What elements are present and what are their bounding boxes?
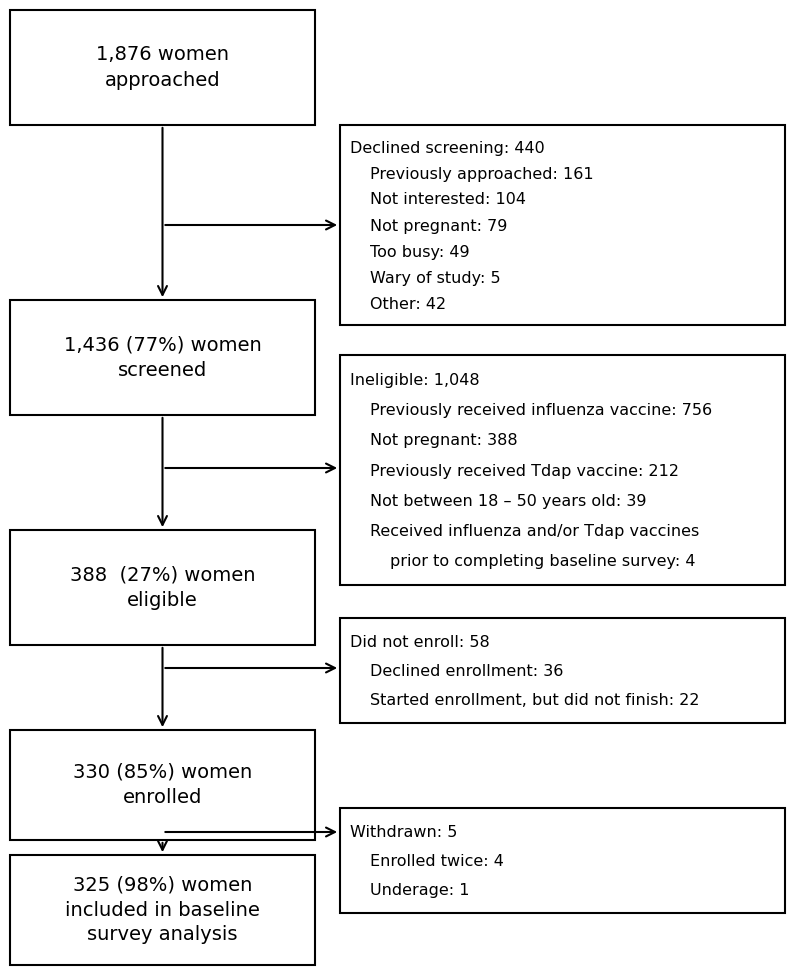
Text: 388  (27%) women
eligible: 388 (27%) women eligible [70, 565, 255, 610]
Text: Not interested: 104: Not interested: 104 [370, 193, 526, 207]
Text: Too busy: 49: Too busy: 49 [370, 245, 470, 259]
FancyBboxPatch shape [10, 10, 315, 125]
Text: Previously received Tdap vaccine: 212: Previously received Tdap vaccine: 212 [370, 464, 679, 478]
Text: Received influenza and/or Tdap vaccines: Received influenza and/or Tdap vaccines [370, 524, 700, 539]
FancyBboxPatch shape [10, 300, 315, 415]
Text: Enrolled twice: 4: Enrolled twice: 4 [370, 854, 504, 869]
FancyBboxPatch shape [10, 530, 315, 645]
Text: 1,436 (77%) women
screened: 1,436 (77%) women screened [64, 336, 262, 379]
Text: prior to completing baseline survey: 4: prior to completing baseline survey: 4 [390, 555, 696, 569]
Text: Did not enroll: 58: Did not enroll: 58 [350, 635, 490, 650]
FancyBboxPatch shape [10, 730, 315, 840]
Text: Started enrollment, but did not finish: 22: Started enrollment, but did not finish: … [370, 693, 700, 708]
Text: Ineligible: 1,048: Ineligible: 1,048 [350, 373, 479, 387]
FancyBboxPatch shape [340, 125, 785, 325]
Text: Not pregnant: 79: Not pregnant: 79 [370, 219, 507, 233]
FancyBboxPatch shape [10, 855, 315, 965]
Text: Wary of study: 5: Wary of study: 5 [370, 270, 501, 286]
Text: 330 (85%) women
enrolled: 330 (85%) women enrolled [73, 763, 252, 807]
Text: Withdrawn: 5: Withdrawn: 5 [350, 825, 457, 840]
Text: Not between 18 – 50 years old: 39: Not between 18 – 50 years old: 39 [370, 494, 646, 509]
FancyBboxPatch shape [340, 808, 785, 913]
FancyBboxPatch shape [340, 618, 785, 723]
Text: Declined enrollment: 36: Declined enrollment: 36 [370, 664, 564, 679]
Text: Not pregnant: 388: Not pregnant: 388 [370, 434, 518, 448]
Text: 1,876 women
approached: 1,876 women approached [96, 45, 229, 89]
Text: Other: 42: Other: 42 [370, 296, 446, 312]
Text: Declined screening: 440: Declined screening: 440 [350, 140, 545, 156]
Text: Underage: 1: Underage: 1 [370, 883, 470, 898]
Text: Previously approached: 161: Previously approached: 161 [370, 166, 594, 182]
Text: Previously received influenza vaccine: 756: Previously received influenza vaccine: 7… [370, 403, 712, 418]
FancyBboxPatch shape [340, 355, 785, 585]
Text: 325 (98%) women
included in baseline
survey analysis: 325 (98%) women included in baseline sur… [65, 875, 260, 945]
